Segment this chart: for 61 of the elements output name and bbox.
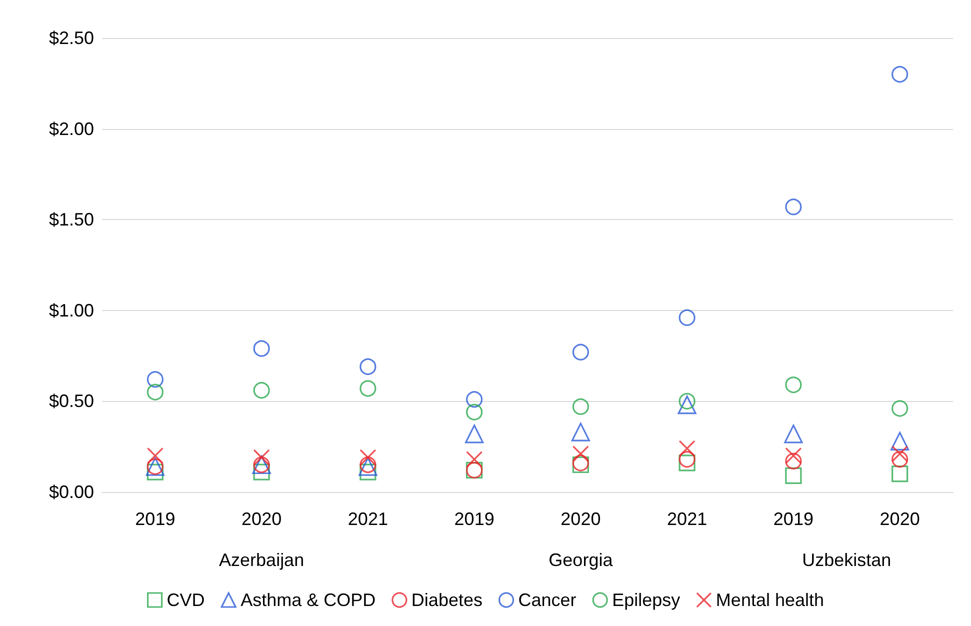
point [360,464,376,480]
point [892,446,908,462]
point [678,309,696,326]
point [466,451,483,468]
point [253,464,270,480]
legend-label: Asthma & COPD [240,590,376,610]
point [253,382,270,399]
legend-label: Mental health [716,590,824,610]
point [678,451,696,468]
point [360,358,376,375]
point [572,446,589,462]
point [466,404,483,420]
point [360,380,376,397]
y-tick-label: $2.50 [48,28,94,48]
x-tick-label: 2020 [560,509,601,529]
point [146,384,164,400]
point [784,424,803,444]
point [785,467,802,484]
point [785,376,802,394]
point [678,392,696,410]
point [785,452,802,470]
point [571,422,590,442]
point [785,198,802,216]
y-tick-label: $0.00 [48,482,94,502]
point [253,340,270,357]
y-tick-label: $1.00 [48,300,94,320]
point [360,449,376,466]
text: Georgia [548,550,614,570]
legend-label: Epilepsy [612,590,680,610]
text: Uzbekistan [802,550,892,570]
text: Azerbaijan [219,550,304,570]
legend-label: Diabetes [411,590,482,610]
x-tick-label: 2019 [454,509,494,529]
point [253,449,270,466]
point [892,66,908,83]
x-tick-label: 2020 [880,509,920,529]
point [146,464,164,480]
point [466,391,483,408]
x-tick-label: 2021 [667,509,708,529]
point [572,398,589,415]
point [572,344,589,360]
x-tick-label: 2020 [242,509,282,529]
y-tick-label: $1.50 [48,210,94,230]
y-tick-label: $2.00 [48,118,94,139]
point [892,451,908,468]
legend-label: Cancer [518,590,576,610]
point [678,396,696,414]
point [785,447,802,464]
point [892,466,908,482]
x-tick-label: 2019 [135,509,176,529]
point [678,440,696,457]
point [892,400,908,417]
point [678,454,696,472]
y-tick-label: $0.50 [48,391,94,412]
point [890,432,910,450]
legend-label: CVD [166,590,205,610]
point [146,371,164,388]
x-tick-label: 2021 [348,509,388,529]
point [465,424,484,444]
point [146,447,164,464]
x-tick-label: 2019 [773,509,814,529]
